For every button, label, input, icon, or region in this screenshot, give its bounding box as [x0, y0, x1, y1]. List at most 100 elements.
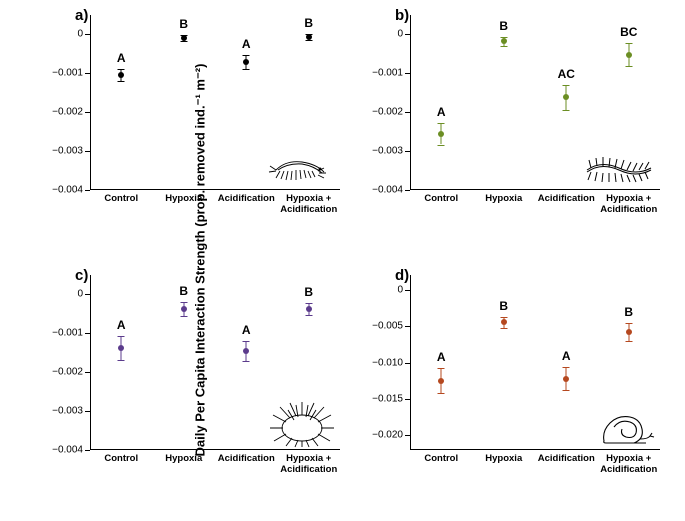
error-cap — [305, 315, 312, 316]
ytick — [405, 190, 410, 191]
error-cap — [243, 361, 250, 362]
significance-label: B — [624, 305, 633, 319]
significance-label: B — [499, 19, 508, 33]
ytick-label: −0.020 — [372, 430, 403, 441]
panel-c: c)0−0.001−0.002−0.003−0.004ControlAHypox… — [85, 270, 345, 475]
xtick-label: Hypoxia +Acidification — [600, 454, 657, 476]
error-cap — [180, 41, 187, 42]
xtick-label: Acidification — [218, 454, 275, 465]
error-cap — [118, 336, 125, 337]
ytick — [85, 73, 90, 74]
significance-label: BC — [620, 25, 637, 39]
ytick-label: −0.002 — [52, 367, 83, 378]
ytick-label: −0.002 — [52, 107, 83, 118]
xtick-label: Control — [424, 194, 458, 205]
error-cap — [563, 367, 570, 368]
xtick-label: Acidification — [218, 194, 275, 205]
xtick-label: Hypoxia — [485, 454, 522, 465]
ytick — [85, 112, 90, 113]
significance-label: A — [242, 323, 251, 337]
error-cap — [563, 390, 570, 391]
ytick — [405, 73, 410, 74]
error-cap — [180, 302, 187, 303]
ytick — [405, 326, 410, 327]
error-cap — [438, 123, 445, 124]
ytick — [405, 363, 410, 364]
significance-label: B — [304, 285, 313, 299]
ytick — [405, 151, 410, 152]
error-cap — [625, 341, 632, 342]
ytick — [85, 151, 90, 152]
ytick — [85, 372, 90, 373]
panel-b: b)0−0.001−0.002−0.003−0.004ControlAHypox… — [405, 10, 665, 215]
polychaete-icon — [581, 150, 656, 188]
urchin-icon — [268, 400, 336, 448]
data-point — [563, 94, 569, 100]
ytick — [85, 190, 90, 191]
ytick-label: 0 — [397, 284, 403, 295]
data-point — [181, 306, 187, 312]
xtick-label: Hypoxia — [165, 194, 202, 205]
data-point — [626, 329, 632, 335]
error-cap — [118, 360, 125, 361]
panel-d: d)0−0.005−0.010−0.015−0.020ControlAHypox… — [405, 270, 665, 475]
xtick-label: Control — [104, 454, 138, 465]
significance-label: B — [179, 17, 188, 31]
figure-container: Daily Per Capita Interaction Strength (p… — [0, 0, 685, 521]
panel-label: b) — [395, 7, 409, 24]
ytick-label: −0.005 — [372, 321, 403, 332]
xtick-label: Hypoxia +Acidification — [280, 454, 337, 476]
data-point — [626, 52, 632, 58]
ytick-label: −0.001 — [52, 68, 83, 79]
ytick — [85, 34, 90, 35]
error-cap — [438, 368, 445, 369]
error-cap — [243, 69, 250, 70]
data-point — [118, 72, 124, 78]
ytick — [405, 290, 410, 291]
ytick — [405, 435, 410, 436]
error-cap — [305, 303, 312, 304]
xtick-label: Hypoxia +Acidification — [280, 194, 337, 216]
xtick-label: Hypoxia — [165, 454, 202, 465]
significance-label: A — [437, 350, 446, 364]
ytick-label: −0.003 — [52, 146, 83, 157]
data-point — [306, 306, 312, 312]
error-cap — [563, 85, 570, 86]
data-point — [181, 35, 187, 41]
error-cap — [438, 393, 445, 394]
significance-label: A — [437, 105, 446, 119]
ytick-label: −0.015 — [372, 393, 403, 404]
snail-icon — [596, 403, 656, 448]
ytick-label: −0.010 — [372, 357, 403, 368]
error-cap — [625, 66, 632, 67]
ytick — [85, 333, 90, 334]
significance-label: A — [562, 349, 571, 363]
error-cap — [500, 46, 507, 47]
data-point — [563, 376, 569, 382]
amphipod-icon — [266, 148, 336, 188]
ytick — [405, 399, 410, 400]
ytick-label: 0 — [77, 29, 83, 40]
significance-label: A — [117, 318, 126, 332]
data-point — [243, 348, 249, 354]
significance-label: B — [499, 299, 508, 313]
error-cap — [500, 328, 507, 329]
error-cap — [118, 69, 125, 70]
ytick-label: −0.003 — [52, 406, 83, 417]
data-point — [438, 131, 444, 137]
data-point — [306, 34, 312, 40]
ytick-label: 0 — [77, 289, 83, 300]
significance-label: A — [117, 51, 126, 65]
ytick-label: −0.003 — [372, 146, 403, 157]
ytick — [405, 112, 410, 113]
panel-label: d) — [395, 267, 409, 284]
ytick-label: −0.004 — [372, 185, 403, 196]
ytick-label: −0.001 — [372, 68, 403, 79]
xtick-label: Hypoxia +Acidification — [600, 194, 657, 216]
data-point — [243, 59, 249, 65]
ytick — [85, 450, 90, 451]
ytick — [85, 411, 90, 412]
error-cap — [625, 323, 632, 324]
error-cap — [118, 81, 125, 82]
xtick-label: Hypoxia — [485, 194, 522, 205]
